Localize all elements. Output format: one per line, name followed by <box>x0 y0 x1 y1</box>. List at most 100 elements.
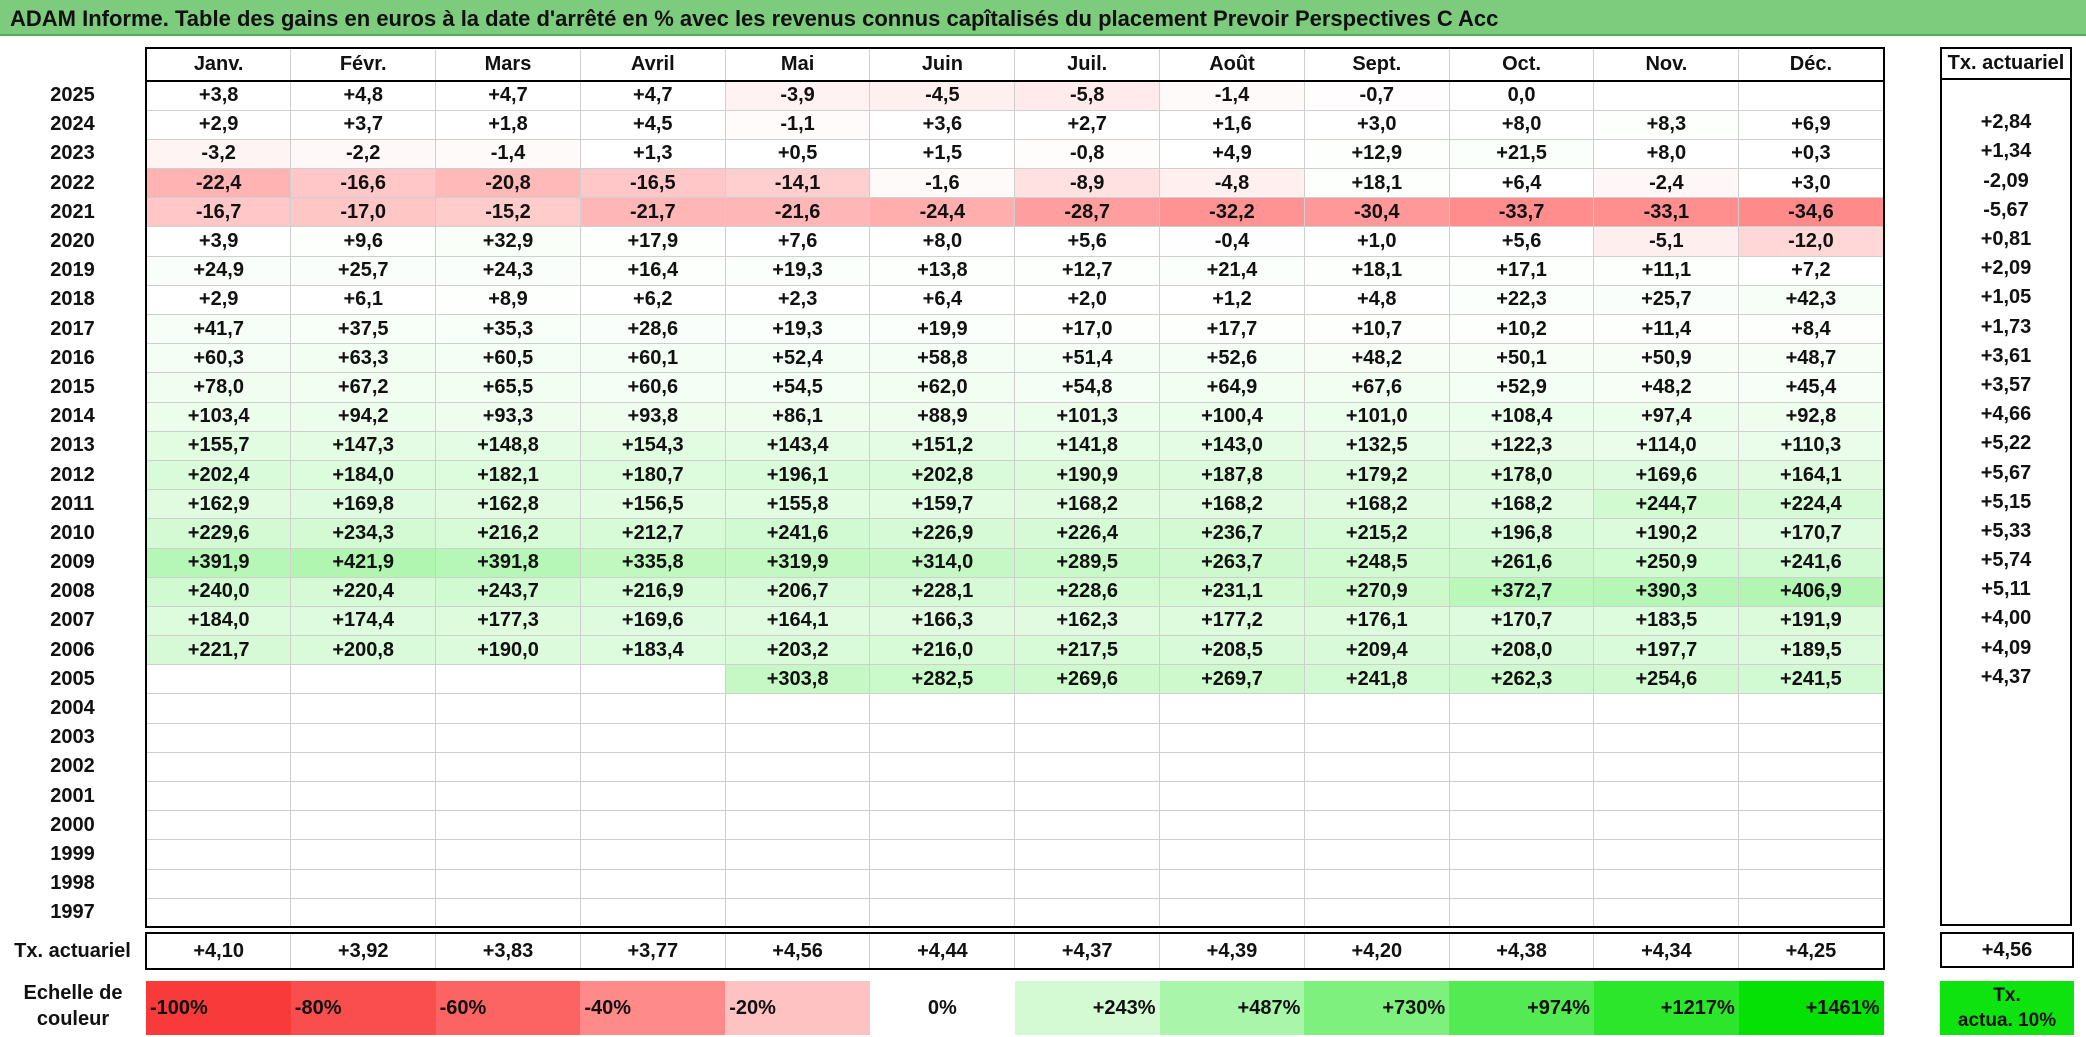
tx-actuariel-cell <box>1941 750 2071 779</box>
side-row: +1,73 <box>1941 313 2071 342</box>
gain-cell: +234,3 <box>290 518 437 549</box>
gain-cell: +261,6 <box>1448 547 1595 578</box>
gain-cell: +391,9 <box>145 547 292 578</box>
gain-cell <box>145 897 292 929</box>
table-row: 1997 <box>0 897 1885 929</box>
gain-cell <box>1448 810 1595 841</box>
tx-actuariel-cell: +4,09 <box>1980 636 2032 659</box>
gain-cell: +21,4 <box>1159 255 1305 286</box>
color-scale-label-line2: couleur <box>36 1008 110 1030</box>
gain-cell: -3,2 <box>145 138 292 170</box>
month-header: Juil. <box>1014 47 1161 82</box>
gain-cell: +217,5 <box>1014 635 1161 666</box>
gain-cell: +2,3 <box>724 284 871 316</box>
gain-cell: +0,3 <box>1738 138 1885 170</box>
gain-cell: +108,4 <box>1448 401 1595 432</box>
table-row: 2014 +103,4 +94,2 +93,3 +93,8 +86,1 +88,9 +101,… <box>0 401 1885 432</box>
gain-cell: +2,9 <box>145 284 292 316</box>
tx-actuariel-footer-row: Tx. actuariel +4,10 +3,92 +3,83 +3,77 +4,56 +4… <box>0 932 1885 970</box>
gain-cell <box>1014 693 1161 724</box>
gain-cell <box>1593 897 1740 929</box>
gain-cell: +6,1 <box>290 284 437 316</box>
gain-cell: +1,8 <box>435 109 581 140</box>
footer-month-tx: +4,56 <box>724 932 871 970</box>
gain-cell <box>1593 751 1740 783</box>
gain-cell: +132,5 <box>1303 430 1450 461</box>
year-label: 2021 <box>50 200 95 223</box>
side-row: +4,37 <box>1941 663 2071 692</box>
gain-cell: +179,2 <box>1303 459 1450 491</box>
gain-cell: +16,4 <box>579 255 726 286</box>
color-scale: -100% -80% -60% -40% -20% 0% +243% +487% +730% +9… <box>146 981 1884 1035</box>
gain-cell <box>1159 722 1305 753</box>
color-scale-tx-line2: actua. 10% <box>1957 1010 2057 1031</box>
gain-cell: +241,6 <box>724 518 871 549</box>
gain-cell: +169,6 <box>1593 459 1740 491</box>
footer-month-tx: +4,34 <box>1593 932 1740 970</box>
gain-cell <box>290 810 437 841</box>
gain-cell <box>145 751 292 783</box>
table-row: 2023 -3,2 -2,2 -1,4 +1,3 +0,5 +1,5 -0,8 +4,9 +12,… <box>0 138 1885 170</box>
tx-actuariel-cell: -2,09 <box>1983 169 2029 192</box>
gain-cell: +100,4 <box>1159 401 1305 432</box>
gain-cell: +183,4 <box>579 635 726 666</box>
gain-cell: +28,6 <box>579 313 726 345</box>
gain-cell: +24,9 <box>145 255 292 286</box>
gain-cell: +243,7 <box>435 576 581 607</box>
corner-cell <box>0 48 146 81</box>
gain-cell: +187,8 <box>1159 459 1305 491</box>
gain-cell: +170,7 <box>1738 518 1885 549</box>
gain-cell: +180,7 <box>579 459 726 491</box>
gain-cell <box>1593 810 1740 841</box>
gain-cell <box>579 751 726 783</box>
gain-cell: +240,0 <box>145 576 292 607</box>
gain-cell <box>1303 868 1450 899</box>
gain-cell: +51,4 <box>1014 343 1161 374</box>
gain-cell <box>579 693 726 724</box>
gain-cell: -3,9 <box>724 80 871 111</box>
gain-cell: +19,3 <box>724 255 871 286</box>
color-scale-swatch: -100% <box>146 981 291 1035</box>
gain-cell: +229,6 <box>145 518 292 549</box>
table-row: 2007 +184,0 +174,4 +177,3 +169,6 +164,1 +166,3… <box>0 605 1885 637</box>
gain-cell <box>579 810 726 841</box>
gain-cell <box>1593 722 1740 753</box>
gain-cell: +11,1 <box>1593 255 1740 286</box>
gain-cell: 0,0 <box>1448 80 1595 111</box>
gain-cell <box>869 722 1016 753</box>
gain-cell: +1,3 <box>579 138 726 170</box>
gain-cell: +143,4 <box>724 430 871 461</box>
gain-cell: +6,2 <box>579 284 726 316</box>
color-scale-swatch: -60% <box>435 981 581 1035</box>
gain-cell: +421,9 <box>290 547 437 578</box>
side-row <box>1941 867 2071 896</box>
tx-actuariel-cell <box>1941 867 2071 896</box>
gain-cell <box>1448 693 1595 724</box>
gain-cell <box>290 722 437 753</box>
gain-cell: +209,4 <box>1303 635 1450 666</box>
gain-cell <box>579 897 726 929</box>
side-row: +3,61 <box>1941 342 2071 371</box>
color-scale-swatch: +730% <box>1304 981 1450 1035</box>
gain-cell: +162,9 <box>145 489 292 520</box>
gain-cell: +13,8 <box>869 255 1016 286</box>
gain-cell <box>1738 839 1885 870</box>
gain-cell <box>1448 897 1595 929</box>
color-scale-swatch: +1217% <box>1593 981 1739 1035</box>
table-row: 2020 +3,9 +9,6 +32,9 +17,9 +7,6 +8,0 +5,6 -0,4 +1… <box>0 226 1885 257</box>
side-row: +0,81 <box>1941 225 2071 254</box>
gain-cell: -14,1 <box>724 168 871 199</box>
gain-cell: +10,7 <box>1303 313 1450 345</box>
tx-actuariel-cell <box>1941 692 2071 721</box>
gain-cell: +262,3 <box>1448 664 1595 695</box>
gain-cell <box>435 780 581 812</box>
tx-actuariel-cell: +1,34 <box>1980 140 2032 163</box>
gain-cell: +18,1 <box>1303 255 1450 286</box>
gain-cell <box>1303 693 1450 724</box>
gain-cell: +248,5 <box>1303 547 1450 578</box>
year-label: 2019 <box>50 259 95 282</box>
gain-cell: -16,5 <box>579 168 726 199</box>
gain-cell <box>1303 810 1450 841</box>
gain-cell <box>1303 839 1450 870</box>
gain-cell <box>1738 810 1885 841</box>
